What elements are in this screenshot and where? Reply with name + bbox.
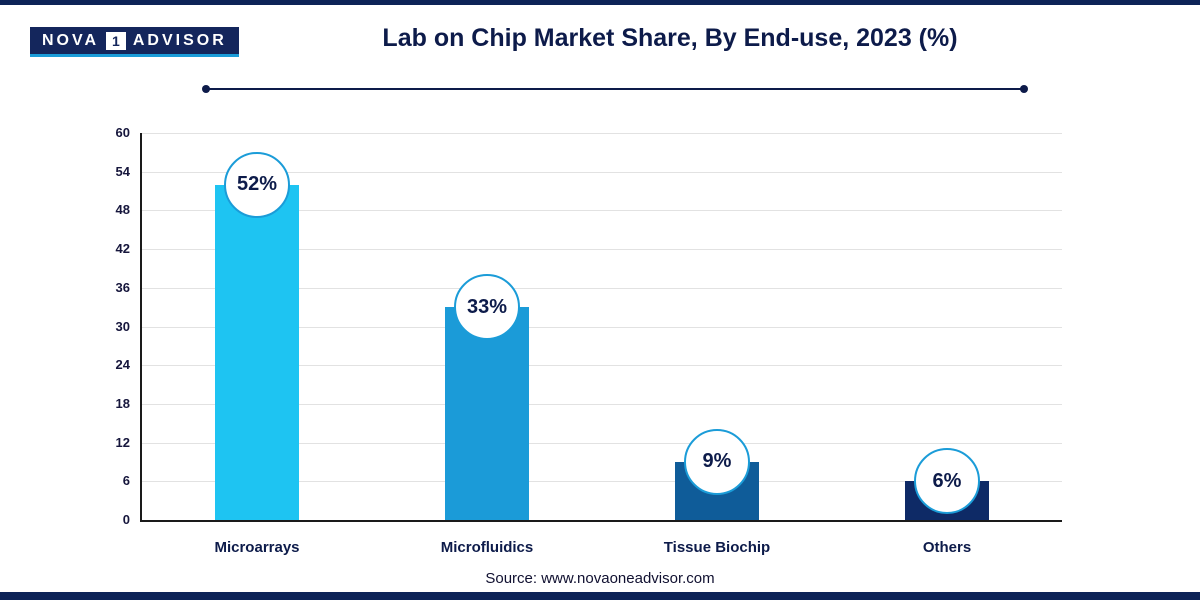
bar-value-badge: 6% [914,448,980,515]
logo-text-right: ADVISOR [132,31,227,49]
x-axis-label: Microfluidics [440,539,534,556]
title-underline-rule [202,85,1028,93]
y-tick-label: 54 [115,163,130,179]
y-axis-labels: 0 6 12 18 24 30 36 42 48 54 60 [0,125,130,527]
x-axis-label: Microarrays [214,539,300,556]
gridline [142,481,1062,483]
bar-microarrays [215,184,299,520]
chart-title: Lab on Chip Market Share, By End-use, 20… [382,24,958,52]
y-tick-label: 0 [122,512,130,527]
x-axis-label: Tissue Biochip [663,539,771,556]
gridline [142,249,1062,251]
plot-area: 52% Microarrays 33% Microfluidics 9% Tissue B… [140,133,1062,556]
bar-value-badge: 52% [224,151,290,218]
y-tick-label: 36 [115,279,130,295]
gridline [142,287,1062,289]
source-text: Source: www.novaoneadvisor.com [485,570,715,587]
y-tick-label: 30 [115,318,130,334]
bar-microfluidics [445,307,529,520]
logo-one-badge: 1 [106,31,126,50]
y-tick-label: 12 [115,434,130,450]
gridline [142,171,1062,173]
bar-value-badge: 9% [684,428,750,495]
y-tick-label: 60 [115,125,130,140]
y-tick-label: 48 [115,202,130,218]
gridline [142,133,1062,134]
y-tick-label: 18 [115,395,130,411]
x-axis-label: Others [922,539,972,556]
y-tick-label: 24 [115,357,130,373]
logo-text-left: NOVA [42,31,100,49]
gridline [142,210,1062,212]
bottom-border-strip [0,592,1200,600]
top-border-strip [0,0,1200,5]
gridline [142,403,1062,405]
gridline [142,365,1062,367]
bar-value-badge: 33% [454,274,520,341]
y-tick-label: 6 [122,473,130,489]
gridline [142,326,1062,328]
nova-advisor-logo: NOVA 1 ADVISOR [30,27,239,57]
gridline [142,442,1062,444]
y-tick-label: 42 [115,241,130,257]
